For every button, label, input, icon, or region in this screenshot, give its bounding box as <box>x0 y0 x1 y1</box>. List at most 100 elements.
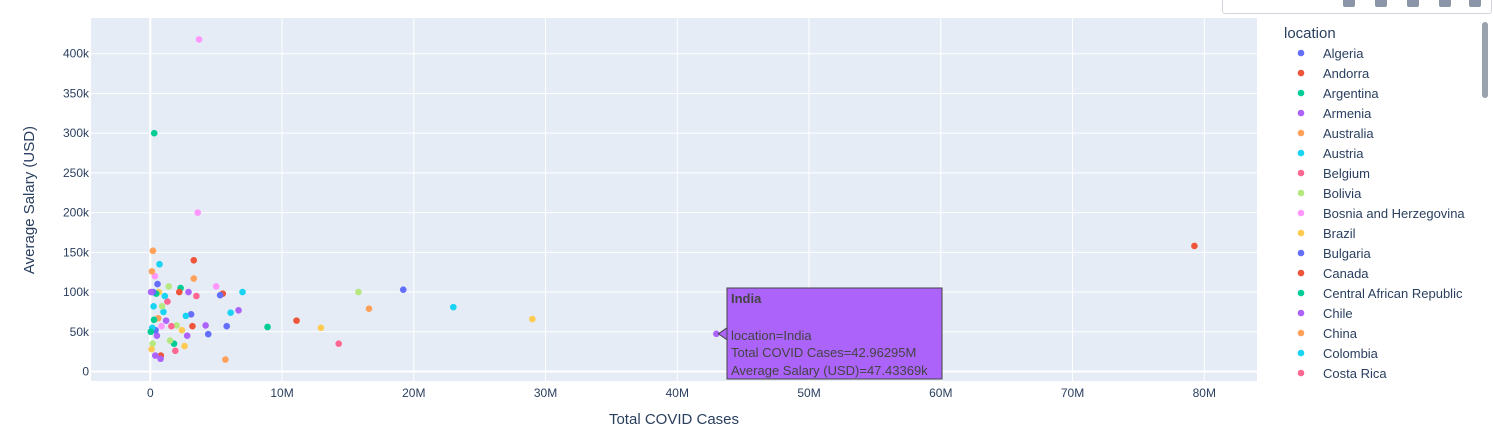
legend-item[interactable]: China <box>1297 326 1358 341</box>
pan-icon[interactable] <box>1375 0 1387 7</box>
data-point[interactable] <box>1191 242 1198 250</box>
data-point[interactable] <box>150 129 158 137</box>
zoom-out-icon[interactable] <box>1439 0 1451 7</box>
data-point[interactable] <box>154 280 161 288</box>
legend-item[interactable]: Bolivia <box>1297 186 1362 201</box>
data-point[interactable] <box>183 332 191 340</box>
legend-item[interactable]: Bosnia and Herzegovina <box>1297 206 1466 221</box>
data-point[interactable] <box>187 310 195 318</box>
data-point[interactable] <box>317 324 325 332</box>
data-point[interactable] <box>239 288 246 296</box>
zoom-in-icon[interactable] <box>1407 0 1419 7</box>
data-point[interactable] <box>166 337 174 344</box>
data-point[interactable] <box>147 288 155 296</box>
legend-items[interactable]: Algeria Andorra Argentina Armenia Australia A… <box>1297 46 1466 381</box>
data-point[interactable] <box>178 326 186 334</box>
legend-item[interactable]: Austria <box>1297 146 1365 161</box>
data-point[interactable] <box>235 307 242 314</box>
data-point[interactable] <box>148 345 155 353</box>
data-point[interactable] <box>202 322 209 329</box>
legend-item[interactable]: Chile <box>1297 306 1353 321</box>
data-point[interactable] <box>194 209 202 216</box>
data-point[interactable] <box>529 315 536 323</box>
zoom-icon[interactable] <box>1343 0 1355 7</box>
data-point[interactable] <box>168 322 175 330</box>
data-point[interactable] <box>190 256 198 264</box>
data-point[interactable] <box>450 303 457 311</box>
data-point[interactable] <box>399 286 407 293</box>
data-point[interactable] <box>216 291 224 299</box>
data-point[interactable] <box>365 305 373 313</box>
data-point[interactable] <box>335 340 342 347</box>
legend-item[interactable]: Central African Republic <box>1297 286 1463 301</box>
data-point[interactable] <box>212 283 220 290</box>
data-point[interactable] <box>161 292 169 300</box>
legend-marker <box>1297 89 1305 97</box>
data-point[interactable] <box>355 288 362 296</box>
legend-marker <box>1297 369 1305 377</box>
data-point[interactable] <box>150 316 158 324</box>
data-point[interactable] <box>182 312 190 320</box>
data-point[interactable] <box>293 317 300 324</box>
legend-item[interactable]: Colombia <box>1297 346 1379 361</box>
data-point[interactable] <box>156 260 163 268</box>
data-point[interactable] <box>185 288 192 296</box>
data-point[interactable] <box>148 268 156 275</box>
data-point[interactable] <box>713 330 720 338</box>
legend-scrollbar[interactable] <box>1482 22 1488 98</box>
y-tick-label: 150k <box>63 245 90 259</box>
legend-item[interactable]: Belgium <box>1297 166 1370 181</box>
data-point[interactable] <box>190 275 198 282</box>
data-point[interactable] <box>147 328 155 336</box>
x-tick-label: 70M <box>1061 386 1084 400</box>
hover-tooltip: India location=India Total COVID Cases=4… <box>717 287 943 380</box>
data-point[interactable] <box>164 298 171 305</box>
data-point[interactable] <box>151 272 159 280</box>
data-point[interactable] <box>149 340 156 347</box>
data-point[interactable] <box>181 342 188 350</box>
data-point[interactable] <box>222 356 229 363</box>
plot-area[interactable] <box>91 18 1257 381</box>
data-point[interactable] <box>149 247 157 255</box>
y-tick-label: 200k <box>63 206 90 220</box>
data-point[interactable] <box>223 322 231 330</box>
data-point[interactable] <box>160 308 167 316</box>
data-point[interactable] <box>158 322 165 330</box>
legend-item[interactable]: Andorra <box>1297 66 1370 81</box>
data-point[interactable] <box>227 309 234 316</box>
data-point[interactable] <box>151 352 159 359</box>
legend-item[interactable]: Armenia <box>1297 106 1372 121</box>
data-point[interactable] <box>153 332 161 340</box>
data-point[interactable] <box>189 322 196 330</box>
legend-item[interactable]: Canada <box>1297 266 1370 281</box>
legend-label: Bosnia and Herzegovina <box>1323 206 1465 221</box>
x-tick-label: 10M <box>270 386 293 400</box>
legend-item[interactable]: Argentina <box>1297 86 1380 101</box>
legend-item[interactable]: Brazil <box>1297 226 1356 241</box>
legend-label: Costa Rica <box>1323 366 1387 381</box>
legend-item[interactable]: Australia <box>1297 126 1375 141</box>
data-point[interactable] <box>175 288 183 296</box>
data-point[interactable] <box>162 317 170 324</box>
data-point[interactable] <box>264 323 271 331</box>
legend-label: Central African Republic <box>1323 286 1463 301</box>
data-point[interactable] <box>158 303 166 310</box>
legend-item[interactable]: Costa Rica <box>1297 366 1388 381</box>
data-point[interactable] <box>193 292 200 300</box>
y-tick-label: 300k <box>63 126 90 140</box>
legend-marker <box>1297 189 1305 197</box>
data-point[interactable] <box>165 283 173 290</box>
data-point[interactable] <box>150 303 157 310</box>
reset-axes-icon[interactable] <box>1469 0 1481 7</box>
legend-item[interactable]: Bulgaria <box>1297 246 1372 261</box>
data-point[interactable] <box>204 330 212 338</box>
chart-modebar[interactable] <box>1222 0 1492 14</box>
data-point[interactable] <box>195 36 203 43</box>
data-point[interactable] <box>172 347 179 355</box>
x-tick-label: 0 <box>147 386 154 400</box>
data-point[interactable] <box>157 355 164 363</box>
legend-item[interactable]: Algeria <box>1297 46 1365 61</box>
data-points[interactable] <box>147 36 1198 363</box>
data-point[interactable] <box>173 322 180 329</box>
